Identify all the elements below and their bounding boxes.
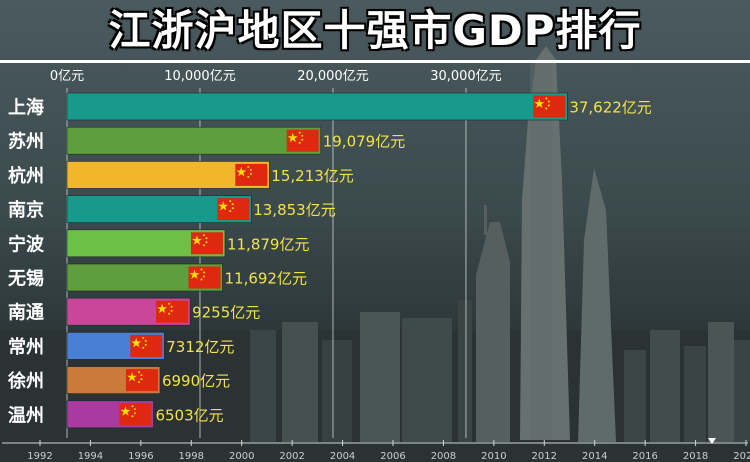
category-label: 苏州 [8,131,44,153]
timeline-year-label: 2000 [229,451,254,462]
category-label: 南通 [8,302,44,324]
x-tick-label: 20,000亿元 [297,69,369,84]
value-label: 13,853亿元 [253,201,336,219]
category-label: 杭州 [8,165,44,187]
bar-0 [66,92,568,121]
china-flag-icon [188,266,221,289]
china-flag-icon [286,129,319,152]
china-flag-icon [235,163,268,186]
value-label: 11,692亿元 [224,270,307,288]
timeline-year-label: 2006 [380,451,405,462]
china-flag-icon [217,198,250,221]
category-label: 温州 [8,405,44,426]
value-label: 6990亿元 [162,372,230,390]
x-tick-label: 0亿元 [50,69,84,84]
china-flag-icon [156,300,189,323]
title-divider [0,60,750,63]
chart-title: 江浙沪地区十强市GDP排行 [108,6,642,55]
china-flag-icon [125,369,158,392]
timeline-year-label: 1996 [128,451,153,462]
timeline-year-label: 1992 [27,451,52,462]
category-label: 常州 [8,336,44,358]
timeline-year-label: 2014 [582,451,607,462]
value-label: 11,879亿元 [227,235,310,253]
value-label: 6503亿元 [155,406,223,424]
timeline-year-label: 2012 [532,451,557,462]
china-flag-icon [119,403,152,426]
china-flag-icon [533,95,566,118]
category-label: 上海 [8,97,44,119]
timeline-year-label: 1998 [179,451,204,462]
timeline-year-label: 2010 [481,451,506,462]
value-label: 15,213亿元 [271,167,354,185]
category-label: 南京 [8,199,44,221]
category-label: 无锡 [8,268,44,290]
x-tick-label: 30,000亿元 [430,69,502,84]
value-label: 37,622亿元 [569,99,652,117]
category-label: 徐州 [7,370,44,392]
value-label: 19,079亿元 [323,133,406,151]
timeline-year-label: 1994 [78,451,103,462]
category-label: 宁波 [8,233,45,255]
x-tick-label: 10,000亿元 [164,69,236,84]
timeline-year-label: 2018 [683,451,708,462]
bar-1 [66,126,322,155]
china-flag-icon [190,232,223,255]
value-label: 7312亿元 [166,338,234,356]
timeline-year-label: 2020 [733,451,750,462]
timeline-year-label: 2004 [330,451,355,462]
timeline-play-handle [708,438,716,444]
timeline-year-label: 2016 [632,451,657,462]
timeline-year-label: 2002 [279,451,304,462]
china-flag-icon [130,334,163,357]
timeline-year-label: 2008 [431,451,456,462]
value-label: 9255亿元 [192,304,260,322]
